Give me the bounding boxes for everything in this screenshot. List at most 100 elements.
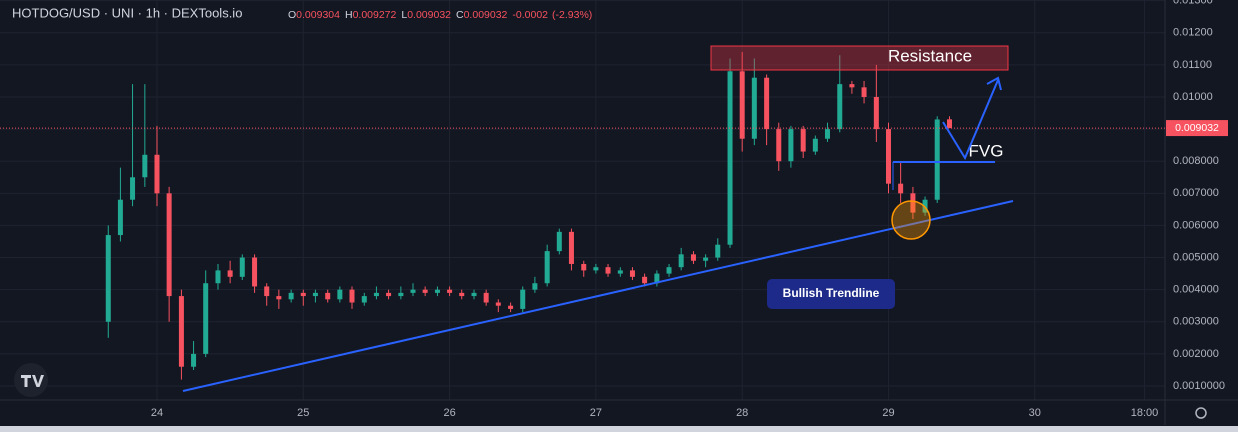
candle-body (654, 273, 660, 284)
candle-body (117, 199, 123, 236)
candle-body (849, 84, 855, 88)
candle-body (629, 270, 635, 277)
candles (105, 52, 952, 380)
y-tick-label: 0.007000 (1173, 187, 1219, 199)
candle-body (581, 263, 587, 271)
candle-body (715, 244, 721, 258)
ohlc-legend: O0.009304 H0.009272 L0.009032 C0.009032 -0.0… (288, 9, 592, 21)
candle-body (325, 292, 331, 300)
y-tick-label: 0.01300 (1173, 0, 1213, 7)
candle-body (422, 289, 428, 293)
candle-body (678, 254, 684, 268)
candle-body (532, 283, 538, 290)
y-tick-label: 0.01000 (1173, 91, 1213, 103)
logo (14, 363, 48, 397)
settings-icon[interactable] (1195, 407, 1207, 419)
candle-body (410, 289, 416, 293)
resistance-label: Resistance (888, 46, 972, 65)
candle-body (130, 177, 136, 200)
candle-body (873, 96, 879, 130)
grid (0, 0, 1165, 400)
legend-key: L (401, 9, 407, 21)
last-price-label: 0.009032 (1175, 122, 1219, 134)
y-tick-label: 0.006000 (1173, 219, 1219, 231)
bottom-strip (0, 426, 1238, 432)
candle-body (727, 71, 733, 245)
candle-body (544, 251, 550, 284)
candle-body (568, 231, 574, 264)
x-tick-label: 25 (297, 407, 309, 419)
candle-body (520, 289, 526, 309)
candle-body (703, 257, 709, 261)
candle-body (227, 270, 233, 277)
trendline (182, 200, 1014, 392)
candle-body (337, 289, 343, 300)
candle-body (288, 292, 294, 300)
y-tick-label: 0.002000 (1173, 348, 1219, 360)
candle-body (800, 129, 806, 152)
legend-change: -0.0002 (512, 9, 548, 21)
candle-body (154, 154, 160, 194)
y-tick-label: 0.0010000 (1173, 380, 1225, 392)
candle-body (751, 77, 757, 139)
candle-body (300, 292, 306, 297)
candle-body (312, 292, 318, 297)
candle-body (386, 292, 392, 297)
candle-body (946, 119, 952, 129)
candle-body (666, 267, 672, 274)
candle-body (837, 84, 843, 130)
projection-arrow (942, 79, 999, 161)
candle-body (447, 289, 453, 293)
legend-value: 0.009272 (353, 9, 397, 21)
legend-value: 0.009304 (296, 9, 340, 21)
candle-body (471, 292, 477, 297)
x-tick-label: 26 (443, 407, 455, 419)
candle-body (264, 286, 270, 297)
trendline-label-box (767, 279, 895, 309)
x-tick-label: 30 (1029, 407, 1041, 419)
candle-body (690, 254, 696, 261)
last-price-box (1166, 120, 1228, 137)
logo-badge (14, 363, 48, 397)
candle-body (166, 193, 172, 297)
candle-body (349, 289, 355, 303)
candle-body (142, 154, 148, 178)
candle-body (252, 257, 258, 287)
candle-body (178, 296, 184, 367)
candle-body (617, 270, 623, 274)
arrow-head (986, 76, 1002, 91)
candle-body (276, 296, 282, 300)
candle-body (739, 71, 745, 139)
y-tick-label: 0.01200 (1173, 27, 1213, 39)
y-tick-label: 0.008000 (1173, 155, 1219, 167)
fvg-label: FVG (969, 141, 1004, 160)
candle-body (764, 77, 770, 130)
candle-body (459, 292, 465, 297)
candle-body (556, 231, 562, 252)
y-tick-label: 0.004000 (1173, 284, 1219, 296)
candle-body (861, 87, 867, 97)
x-tick-label: 29 (882, 407, 894, 419)
legend-key: C (456, 9, 464, 21)
candle-body (642, 276, 648, 284)
legend-key: O (288, 9, 296, 21)
candle-body (373, 292, 379, 297)
candle-body (105, 235, 111, 322)
x-tick-label: 18:00 (1131, 407, 1159, 419)
candle-body (398, 292, 404, 297)
highlight-circle (891, 200, 931, 240)
candle-body (605, 267, 611, 274)
legend-key: H (345, 9, 353, 21)
x-tick-label: 27 (590, 407, 602, 419)
legend-value: 0.009032 (464, 9, 508, 21)
resistance-box (710, 45, 1009, 71)
candle-body (483, 292, 489, 303)
y-tick-label: 0.003000 (1173, 316, 1219, 328)
candle-body (508, 305, 514, 309)
candle-body (885, 129, 891, 184)
chart-title: HOTDOG/USD · UNI · 1h · DEXTools.io (12, 5, 242, 20)
candle-body (239, 257, 245, 277)
candle-body (898, 183, 904, 194)
